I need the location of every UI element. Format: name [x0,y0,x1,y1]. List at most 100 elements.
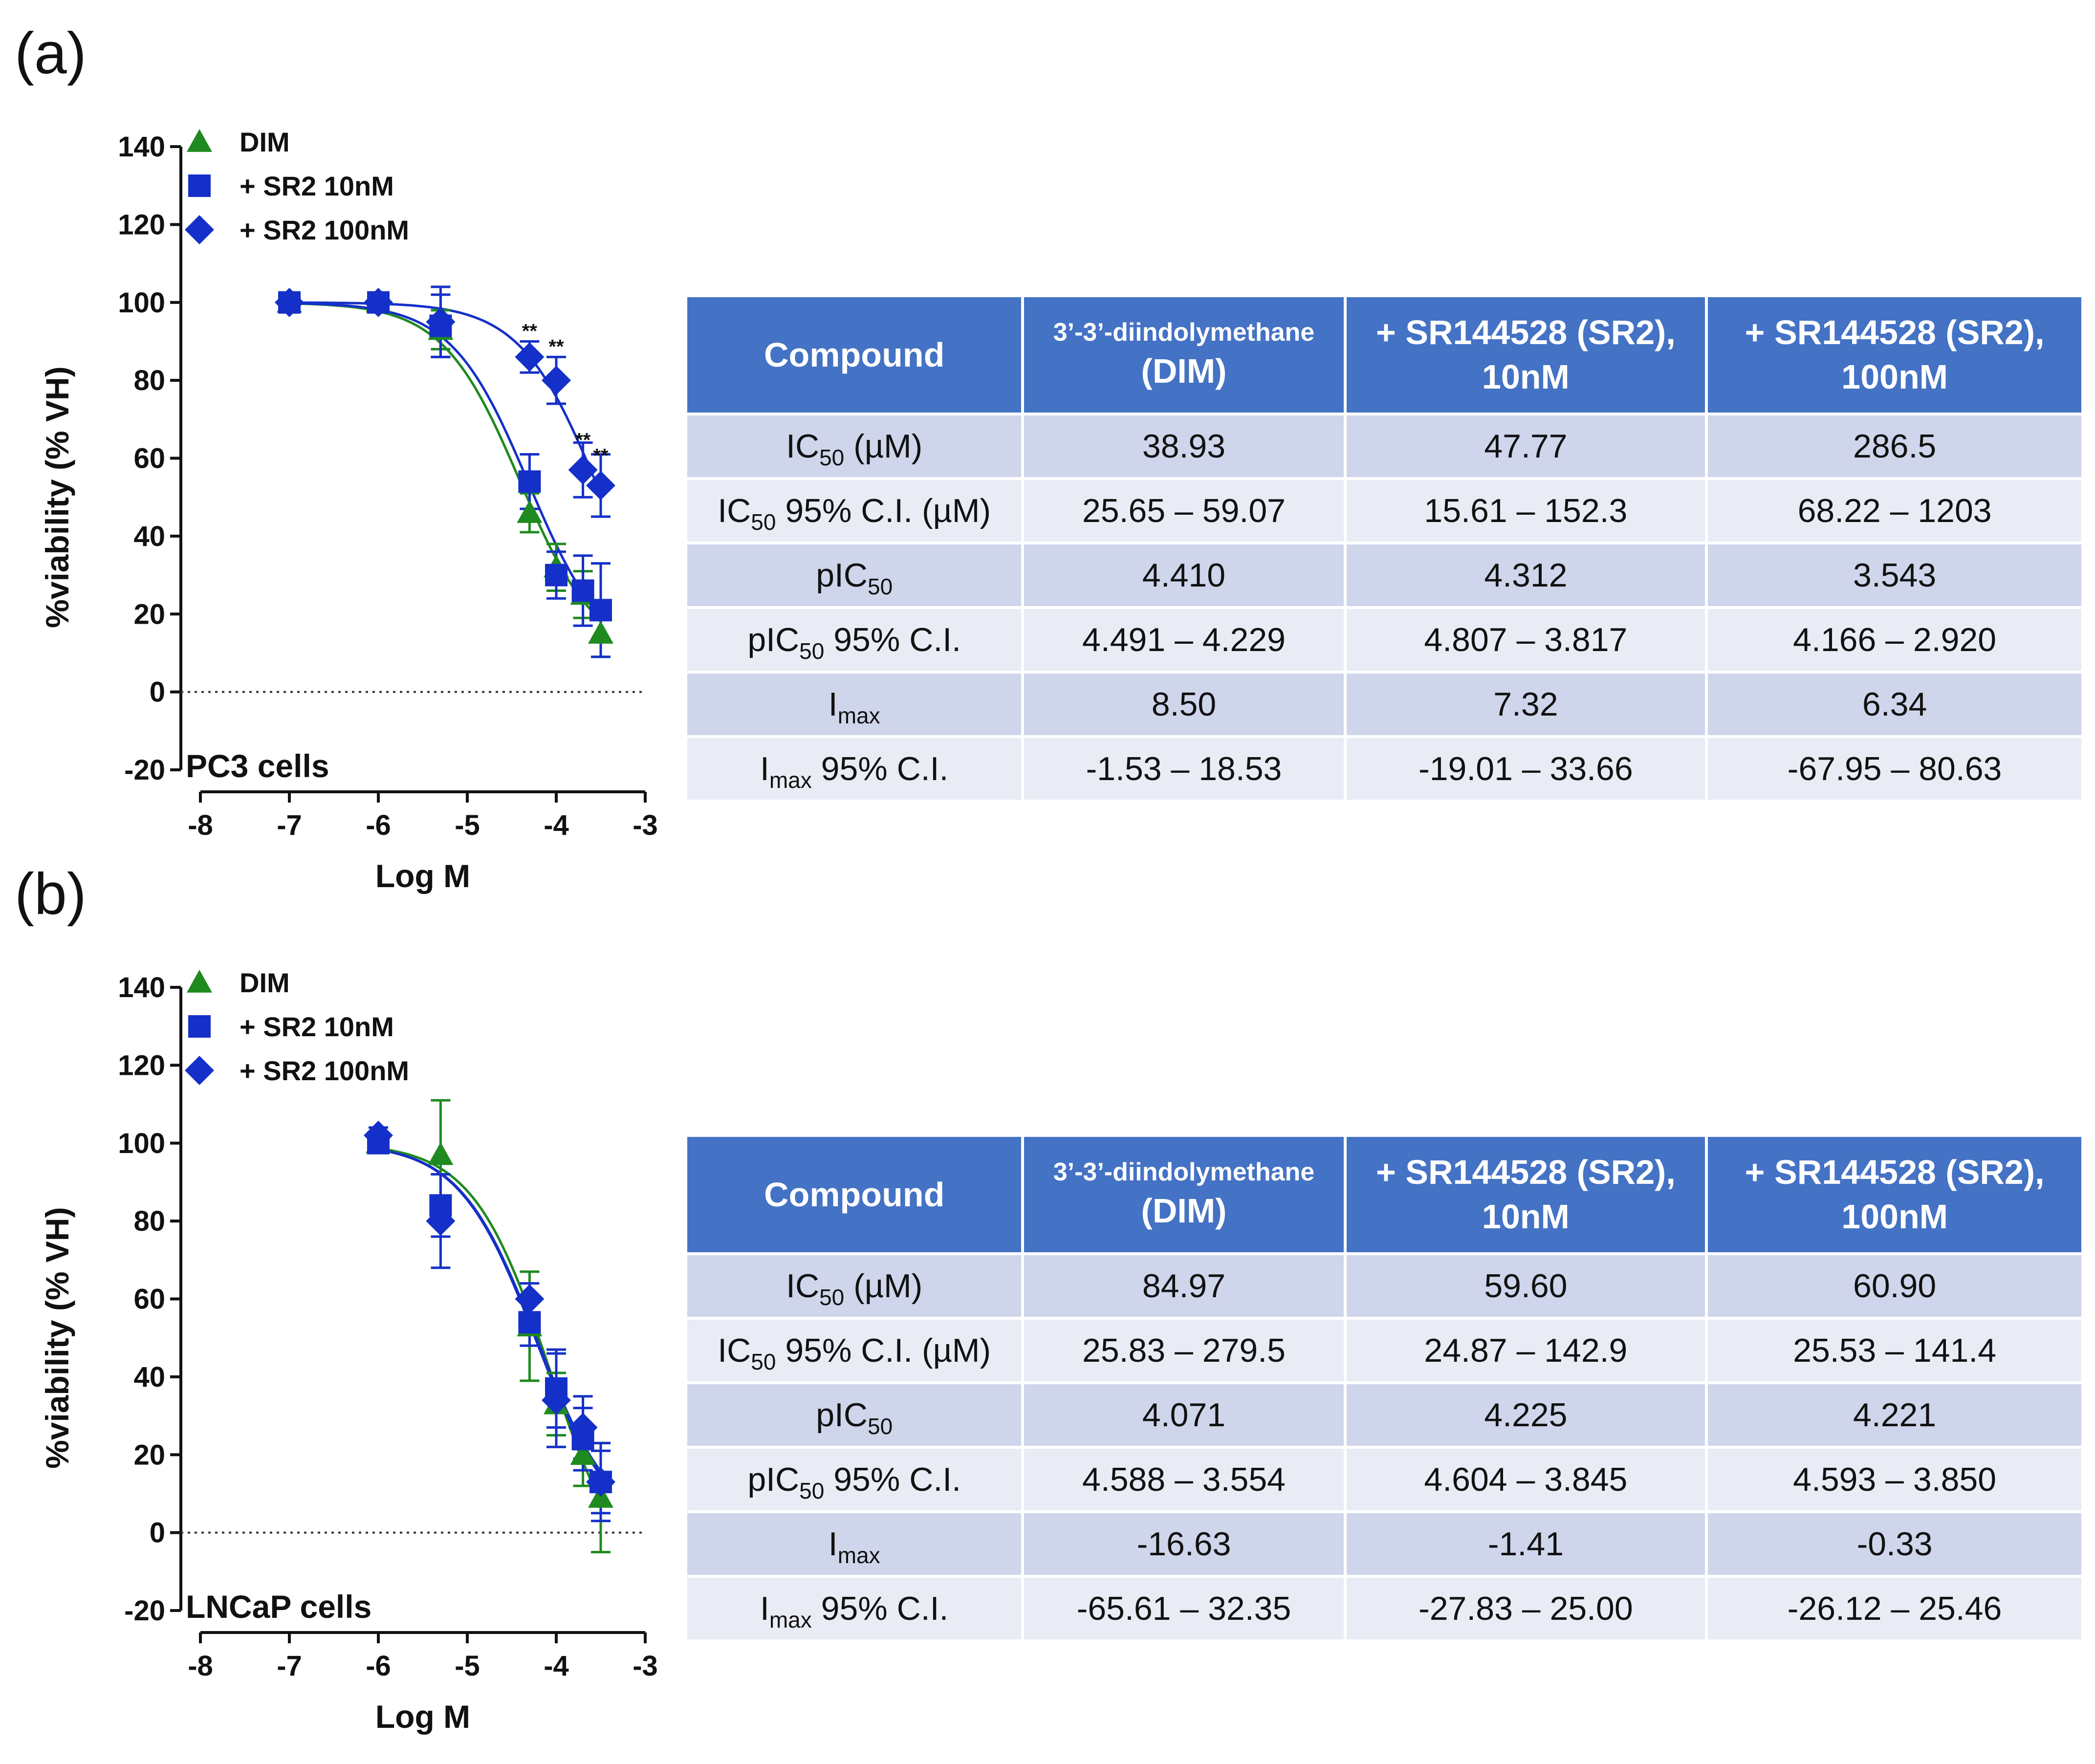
legend-label: DIM [240,127,290,157]
legend-marker-triangle [187,129,212,152]
legend-label: + SR2 100nM [240,215,409,245]
panel-b-chart: -20 0 20 40 60 80 100 120 140 -8 -7 -6 -5 -4 -3 Log M %v… [39,967,658,1735]
y-tick-label: 120 [118,1049,165,1081]
table-row: pIC50 95% C.I. 4.588 – 3.554 4.604 – 3.845… [687,1449,2081,1510]
y-tick-label: 80 [133,1205,165,1237]
table-cell: 4.312 [1346,544,1705,606]
y-tick-label: 140 [118,972,165,1003]
table-cell: 4.071 [1024,1384,1344,1446]
legend-marker-diamond [185,215,214,244]
x-tick-label: -3 [633,1650,658,1682]
legend-marker-square [188,174,211,197]
table-cell: 7.32 [1346,674,1705,735]
y-tick-label: 20 [133,1439,165,1471]
row-label: pIC50 [687,544,1022,606]
column-header: Compound [687,1137,1022,1252]
table-cell: 25.83 – 279.5 [1024,1320,1344,1381]
panel-b-stats-table: Compound 3’-3’-diindolymethane (DIM) + SR14… [684,1134,2084,1642]
table-cell: 8.50 [1024,674,1344,735]
x-tick-label: -7 [277,1650,302,1682]
table-cell: -65.61 – 32.35 [1024,1578,1344,1639]
y-tick-label: 100 [118,287,165,319]
table-cell: -26.12 – 25.46 [1708,1578,2081,1639]
significance-annotation: ** [548,336,564,357]
data-point-square [518,470,541,493]
table-cell: -0.33 [1708,1513,2081,1575]
y-tick-label: 20 [133,598,165,630]
table-header-row: Compound 3’-3’-diindolymethane (DIM) + SR14… [687,1137,2081,1252]
table-cell: 4.166 – 2.920 [1708,609,2081,671]
table-cell: 38.93 [1024,415,1344,477]
table-cell: 4.593 – 3.850 [1708,1449,2081,1510]
y-tick-label: -20 [124,754,165,786]
x-tick-label: -6 [366,1650,391,1682]
table-row: Imax -16.63 -1.41 -0.33 [687,1513,2081,1575]
table-row: IC50 (µM) 84.97 59.60 60.90 [687,1255,2081,1317]
x-tick-label: -3 [633,809,658,841]
x-tick-label: -6 [366,809,391,841]
data-point-triangle [570,1442,596,1465]
panel-a-stats-table: Compound 3’-3’-diindolymethane (DIM) + SR14… [684,294,2084,803]
y-tick-label: -20 [124,1595,165,1627]
table-cell: 24.87 – 142.9 [1346,1320,1705,1381]
data-point-diamond [568,1413,598,1442]
x-tick-label: -5 [455,1650,480,1682]
column-header: + SR144528 (SR2), 10nM [1346,1137,1705,1252]
table-row: IC50 (µM) 38.93 47.77 286.5 [687,415,2081,477]
row-label: Imax [687,674,1022,735]
y-tick-label: 0 [150,676,165,708]
column-header: + SR144528 (SR2), 100nM [1708,1137,2081,1252]
row-label: IC50 (µM) [687,415,1022,477]
table-cell: 47.77 [1346,415,1705,477]
data-point-square [571,579,594,602]
table-row: pIC50 4.071 4.225 4.221 [687,1384,2081,1446]
data-point-square [589,599,612,622]
table-cell: 59.60 [1346,1255,1705,1317]
table-row: Imax 95% C.I. -1.53 – 18.53 -19.01 – 33.66… [687,738,2081,800]
table-cell: 286.5 [1708,415,2081,477]
x-tick-label: -7 [277,809,302,841]
y-tick-label: 60 [133,443,165,475]
table-cell: 4.491 – 4.229 [1024,609,1344,671]
legend-label: + SR2 10nM [240,171,394,201]
table-cell: 15.61 – 152.3 [1346,480,1705,542]
legend-label: DIM [240,967,290,998]
table-cell: 4.588 – 3.554 [1024,1449,1344,1510]
legend-label: + SR2 100nM [240,1055,409,1086]
data-point-diamond [515,1284,545,1314]
table-row: IC50 95% C.I. (µM) 25.65 – 59.07 15.61 – 1… [687,480,2081,542]
y-tick-label: 60 [133,1284,165,1315]
table-row: Imax 8.50 7.32 6.34 [687,674,2081,735]
x-axis-title: Log M [375,1699,470,1735]
row-label: Imax 95% C.I. [687,1578,1022,1639]
y-tick-label: 100 [118,1128,165,1159]
y-axis-title: %viability (% VH) [39,366,75,628]
table-row: pIC50 4.410 4.312 3.543 [687,544,2081,606]
row-label: IC50 95% C.I. (µM) [687,1320,1022,1381]
x-tick-label: -4 [544,1650,569,1682]
data-point-diamond [568,455,598,485]
table-cell: -19.01 – 33.66 [1346,738,1705,800]
row-label: pIC50 95% C.I. [687,609,1022,671]
panel-b-label: (b) [15,861,87,927]
table-cell: 4.221 [1708,1384,2081,1446]
table-cell: 25.65 – 59.07 [1024,480,1344,542]
y-tick-label: 40 [133,521,165,552]
row-label: pIC50 95% C.I. [687,1449,1022,1510]
data-point-triangle [428,1142,454,1165]
table-row: Imax 95% C.I. -65.61 – 32.35 -27.83 – 25.0… [687,1578,2081,1639]
data-point-triangle [517,500,543,523]
significance-annotation: ** [593,445,609,466]
table-cell: 4.410 [1024,544,1344,606]
significance-annotation: ** [575,430,591,451]
column-header: Compound [687,297,1022,413]
table-cell: 4.604 – 3.845 [1346,1449,1705,1510]
column-header: + SR144528 (SR2), 10nM [1346,297,1705,413]
fit-curve [378,1148,602,1477]
cell-line-label: LNCaP cells [186,1589,371,1625]
column-header: + SR144528 (SR2), 100nM [1708,297,2081,413]
y-tick-label: 40 [133,1361,165,1393]
table-cell: 3.543 [1708,544,2081,606]
row-label: IC50 95% C.I. (µM) [687,480,1022,542]
data-point-diamond [542,366,571,395]
